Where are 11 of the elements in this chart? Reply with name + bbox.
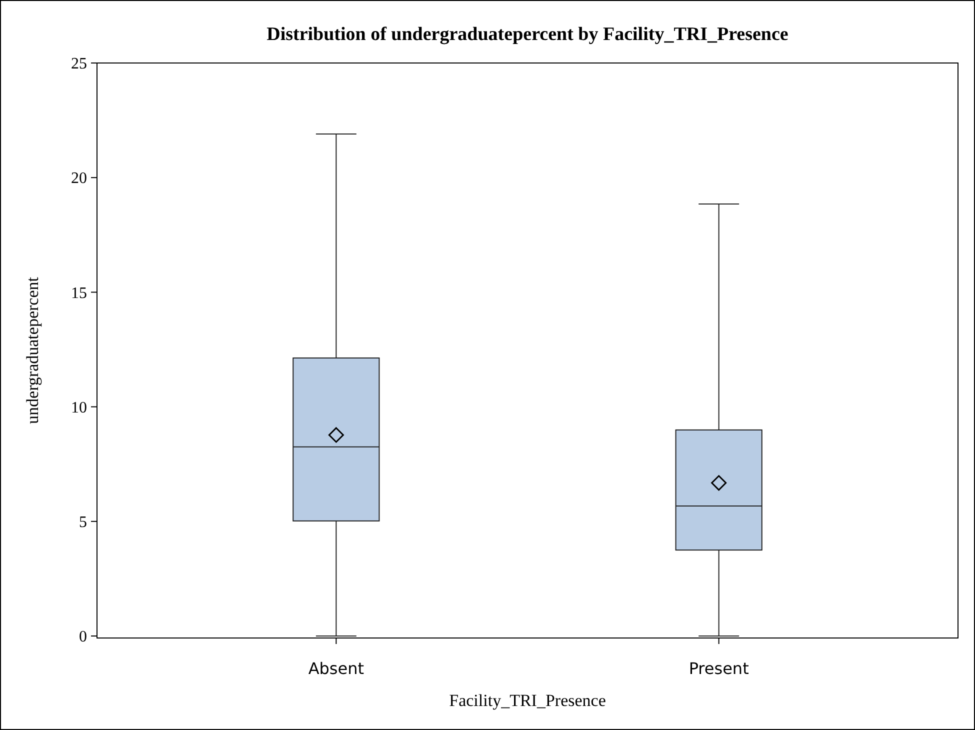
chart-title: Distribution of undergraduatepercent by Facility_TRI_Presence bbox=[266, 24, 788, 45]
x-tick-label: Present bbox=[688, 659, 749, 678]
y-tick-label: 15 bbox=[71, 284, 87, 302]
y-tick-label: 5 bbox=[79, 514, 87, 531]
y-tick-label: 20 bbox=[71, 170, 87, 188]
x-tick-label: Absent bbox=[308, 659, 364, 678]
y-tick-label: 0 bbox=[79, 628, 87, 646]
x-axis-title: Facility_TRI_Presence bbox=[449, 691, 606, 710]
y-axis-title: undergraduatepercent bbox=[23, 276, 42, 424]
y-tick-label: 10 bbox=[71, 399, 87, 416]
y-tick-label: 25 bbox=[71, 56, 87, 73]
